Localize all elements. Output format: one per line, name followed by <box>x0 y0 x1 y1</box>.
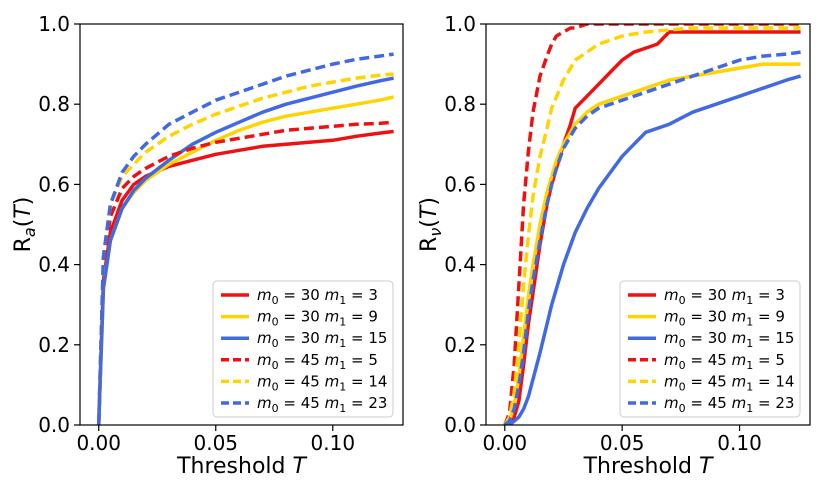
ra-chart: 0.0 0.2 0.4 0.6 0.8 1.0 0.00 0.05 0.10Threshold … <box>11 12 404 479</box>
ra-xlabel: Threshold T <box>176 454 307 479</box>
rv-ytick-label: 1.0 <box>444 12 476 36</box>
rv-chart: 0.0 0.2 0.4 0.6 0.8 1.0 0.00 0.05 0.10Threshold … <box>417 12 811 479</box>
rv-series-group <box>503 24 802 425</box>
ra-series-group <box>96 52 394 425</box>
rv-ytick-label: 0.6 <box>444 172 476 196</box>
ra-ytick-label: 1.0 <box>38 12 70 36</box>
rv-xlabel: Threshold T <box>583 454 714 479</box>
ra-legend-label-5: m0 = 45 m1 = 14 <box>257 372 387 393</box>
rv-series-line-3 <box>504 74 802 425</box>
ra-series-line-3 <box>96 76 394 425</box>
rv-axes-frame <box>485 23 811 426</box>
rv-legend-label-2: m0 = 30 m1 = 9 <box>664 308 785 329</box>
rv-ytick-label: 0.8 <box>444 92 476 116</box>
ra-series-line-4 <box>96 120 394 425</box>
ra-ytick-label: 0.0 <box>38 413 70 437</box>
ra-legend-label-4: m0 = 45 m1 = 5 <box>257 351 378 372</box>
ra-axes-frame <box>79 23 404 426</box>
ra-legend-label-1: m0 = 30 m1 = 3 <box>257 286 378 307</box>
rv-xtick-label: 0.10 <box>717 431 762 455</box>
rv-legend-frame <box>619 280 801 418</box>
ra-ylabel: Ra(T) <box>11 197 39 253</box>
ra-legend-label-6: m0 = 45 m1 = 23 <box>257 394 387 415</box>
ra-legend-label-3: m0 = 30 m1 = 15 <box>257 329 387 350</box>
rv-xtick-label: 0.05 <box>600 431 645 455</box>
rv-legend-label-6: m0 = 45 m1 = 23 <box>664 394 794 415</box>
rv-legend-label-3: m0 = 30 m1 = 15 <box>664 329 794 350</box>
rv-series-line-2 <box>503 62 801 425</box>
rv-legend-label-5: m0 = 45 m1 = 14 <box>664 372 794 393</box>
ra-ytick-label: 0.2 <box>38 333 70 357</box>
rv-series-line-1 <box>504 30 801 425</box>
ra-ytick-label: 0.8 <box>38 92 70 116</box>
ra-series-line-6 <box>96 52 394 425</box>
ra-xtick-label: 0.05 <box>193 431 238 455</box>
rv-legend-label-4: m0 = 45 m1 = 5 <box>664 351 785 372</box>
rv-ytick-label: 0.4 <box>444 253 476 277</box>
rv-ytick-label: 0.0 <box>444 413 476 437</box>
ra-ytick-label: 0.6 <box>38 172 70 196</box>
ra-legend-label-2: m0 = 30 m1 = 9 <box>257 308 378 329</box>
ra-series-line-1 <box>96 129 394 425</box>
ra-legend-frame <box>212 280 394 418</box>
rv-legend: m0 = 30 m1 = 3m0 = 30 m1 = 9m0 = 30 m1 =… <box>619 280 801 418</box>
rv-ylabel: Rν(T) <box>417 197 445 252</box>
ra-ytick-label: 0.4 <box>38 253 70 277</box>
ra-xtick-label: 0.10 <box>311 431 356 455</box>
rv-series-line-5 <box>503 26 801 425</box>
rv-xtick-label: 0.00 <box>483 431 528 455</box>
rv-ytick-label: 0.2 <box>444 333 476 357</box>
rv-series-line-4 <box>503 24 801 425</box>
ra-legend: m0 = 30 m1 = 3m0 = 30 m1 = 9m0 = 30 m1 =… <box>212 280 394 418</box>
ra-xtick-label: 0.00 <box>76 431 121 455</box>
rv-legend-label-1: m0 = 30 m1 = 3 <box>664 286 785 307</box>
rv-series-line-6 <box>503 50 801 425</box>
